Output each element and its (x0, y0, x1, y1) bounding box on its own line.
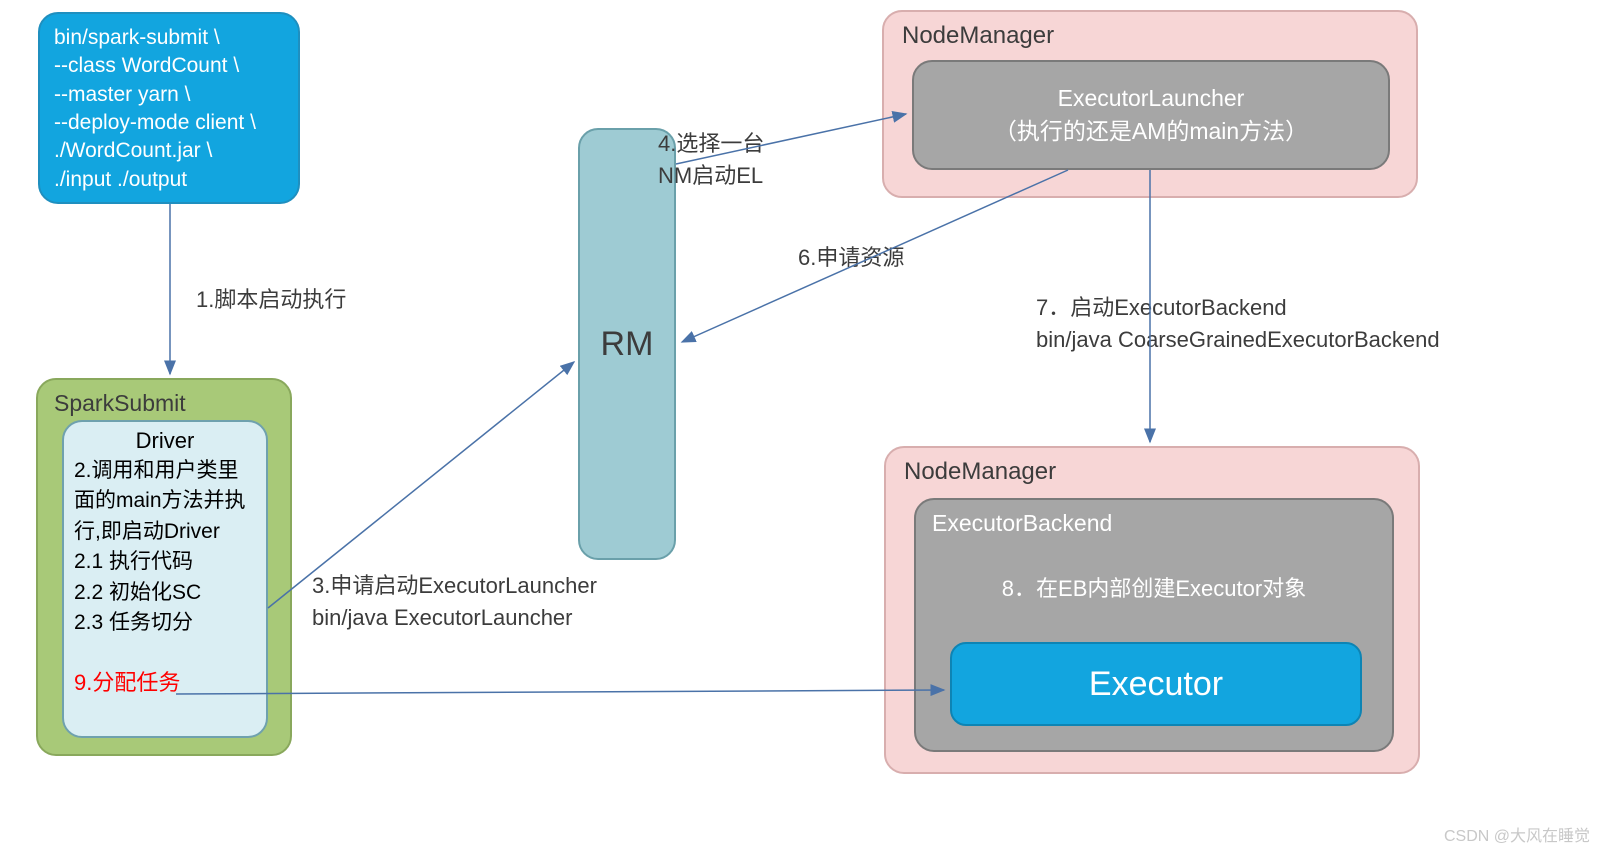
submit-cmd-box: bin/spark-submit \ --class WordCount \ -… (38, 12, 300, 204)
executor-launcher-box: ExecutorLauncher （执行的还是AM的main方法） (912, 60, 1390, 170)
executor-backend-step8: 8．在EB内部创建Executor对象 (932, 571, 1376, 603)
node-manager-bottom-title: NodeManager (886, 448, 1418, 496)
watermark: CSDN @大风在睡觉 (1444, 822, 1590, 846)
driver-body: 2.调用和用户类里面的main方法并执行,即启动Driver 2.1 执行代码 … (74, 456, 256, 639)
executor-backend-title: ExecutorBackend (932, 510, 1376, 537)
executor-launcher-title: ExecutorLauncher (1058, 85, 1245, 112)
driver-box: Driver 2.调用和用户类里面的main方法并执行,即启动Driver 2.… (62, 420, 268, 738)
executor-launcher-subtitle: （执行的还是AM的main方法） (994, 112, 1308, 146)
rm-text: RM (601, 325, 654, 364)
driver-red: 9.分配任务 (74, 665, 256, 697)
executor-text: Executor (1089, 665, 1223, 704)
node-manager-top-title: NodeManager (884, 12, 1416, 60)
driver-title: Driver (74, 428, 256, 454)
step7-label: 7．启动ExecutorBackend bin/java CoarseGrain… (1036, 292, 1440, 356)
step3-label: 3.申请启动ExecutorLauncher bin/java Executor… (312, 570, 597, 634)
submit-cmd-text: bin/spark-submit \ --class WordCount \ -… (54, 24, 284, 194)
rm-box: RM (578, 128, 676, 560)
step4-label: 4.选择一台 NM启动EL (658, 128, 764, 192)
executor-box: Executor (950, 642, 1362, 726)
step6-label: 6.申请资源 (798, 240, 904, 272)
step1-label: 1.脚本启动执行 (196, 282, 346, 314)
